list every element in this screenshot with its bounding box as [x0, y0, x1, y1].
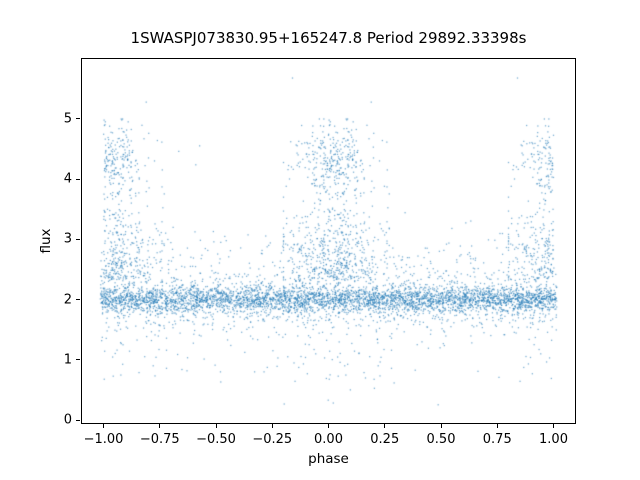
plot-title: 1SWASPJ073830.95+165247.8 Period 29892.3… — [130, 29, 527, 47]
y-tick-label: 3 — [63, 231, 72, 247]
x-tick-mark — [440, 424, 442, 428]
x-tick-label: −1.00 — [83, 432, 124, 447]
x-tick-mark — [159, 424, 161, 428]
y-axis-label: flux — [38, 228, 54, 254]
axes-frame — [81, 58, 576, 424]
x-tick-mark — [496, 424, 498, 428]
x-tick-label: 0.00 — [314, 432, 343, 447]
x-tick-label: −0.75 — [139, 432, 180, 447]
y-tick-mark — [76, 118, 80, 120]
x-tick-label: −0.25 — [252, 432, 293, 447]
y-tick-label: 2 — [63, 292, 72, 308]
x-tick-mark — [271, 424, 273, 428]
y-tick-mark — [76, 419, 80, 421]
y-tick-label: 1 — [63, 352, 72, 368]
y-tick-mark — [76, 238, 80, 240]
y-tick-label: 5 — [63, 111, 72, 127]
x-tick-mark — [103, 424, 104, 428]
x-axis-label: phase — [308, 451, 349, 467]
x-tick-mark — [328, 424, 329, 428]
y-tick-mark — [76, 299, 80, 301]
x-tick-label: 0.25 — [370, 432, 400, 447]
y-tick-label: 4 — [63, 171, 72, 187]
x-tick-label: 0.75 — [482, 432, 512, 447]
x-tick-mark — [215, 424, 217, 428]
x-tick-mark — [553, 424, 554, 428]
y-tick-label: 0 — [63, 412, 72, 428]
x-tick-label: 1.00 — [539, 432, 568, 447]
y-tick-mark — [76, 359, 80, 361]
x-tick-label: 0.50 — [426, 432, 456, 447]
x-tick-label: −0.50 — [196, 432, 236, 447]
x-tick-mark — [384, 424, 386, 428]
y-tick-mark — [76, 178, 80, 180]
